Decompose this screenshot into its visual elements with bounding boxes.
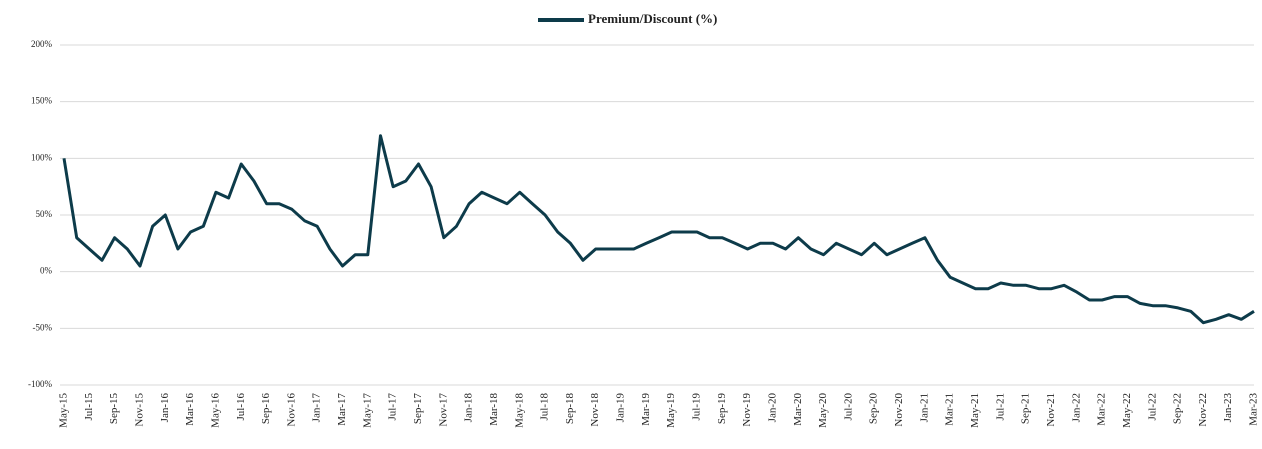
x-tick-label: Nov-16	[285, 393, 297, 427]
x-tick-label: Sep-20	[868, 393, 880, 425]
x-tick-label: Mar-23	[1248, 393, 1260, 426]
x-tick-label: Jul-22	[1146, 393, 1158, 421]
y-tick-label: -50%	[33, 322, 53, 332]
y-tick-label: 50%	[36, 209, 53, 219]
x-tick-label: Jul-16	[235, 393, 247, 421]
x-tick-label: Mar-17	[336, 393, 348, 426]
x-tick-label: Mar-18	[488, 393, 500, 426]
x-tick-label: Sep-17	[412, 393, 424, 425]
legend-label: Premium/Discount (%)	[588, 11, 717, 26]
x-tick-label: Mar-20	[792, 393, 804, 426]
x-tick-label: May-22	[1121, 393, 1133, 428]
x-tick-label: Jul-20	[842, 393, 854, 421]
data-line	[62, 134, 1255, 325]
x-tick-label: Nov-18	[589, 393, 601, 427]
x-tick-label: Mar-22	[1096, 393, 1108, 426]
x-tick-label: Jan-21	[918, 393, 930, 422]
x-tick-label: Nov-15	[133, 393, 145, 427]
x-tick-label: Nov-20	[893, 393, 905, 427]
x-tick-label: May-18	[513, 393, 525, 428]
x-tick-label: May-21	[969, 393, 981, 428]
x-tick-label: Jan-19	[615, 393, 627, 423]
x-tick-label: May-20	[817, 393, 829, 428]
x-tick-label: Sep-22	[1172, 393, 1184, 424]
x-tick-label: Jan-17	[311, 393, 323, 423]
y-tick-label: 150%	[31, 96, 53, 106]
x-tick-label: Sep-19	[716, 393, 728, 425]
x-tick-label: Mar-16	[184, 393, 196, 426]
x-tick-label: Nov-22	[1197, 393, 1209, 427]
y-tick-label: -100%	[28, 379, 52, 389]
x-tick-label: Jul-17	[387, 393, 399, 421]
x-tick-label: Jul-18	[539, 393, 551, 421]
x-tick-label: Nov-17	[437, 393, 449, 427]
x-tick-label: Jan-22	[1070, 393, 1082, 422]
y-tick-label: 100%	[31, 152, 53, 162]
x-tick-label: Mar-19	[640, 393, 652, 426]
x-tick-label: Sep-16	[260, 393, 272, 425]
x-tick-label: Nov-19	[741, 393, 753, 427]
x-tick-label: Sep-21	[1020, 393, 1032, 424]
x-tick-label: Nov-21	[1045, 393, 1057, 427]
x-tick-label: Sep-15	[108, 393, 120, 425]
x-tick-label: Jan-16	[159, 393, 171, 423]
x-tick-label: Jan-20	[766, 393, 778, 423]
x-tick-label: Mar-21	[944, 393, 956, 426]
x-tick-label: Jan-23	[1222, 393, 1234, 423]
y-tick-label: 200%	[31, 39, 53, 49]
x-tick-label: Jul-15	[83, 393, 95, 421]
x-tick-label: Jul-19	[691, 393, 703, 421]
x-tick-label: May-17	[361, 393, 373, 428]
x-tick-label: May-16	[209, 393, 221, 428]
x-tick-label: Jul-21	[994, 393, 1006, 421]
x-tick-label: May-19	[665, 393, 677, 428]
x-tick-label: Sep-18	[564, 393, 576, 425]
y-tick-label: 0%	[40, 266, 53, 276]
x-tick-label: Jan-18	[463, 393, 475, 423]
x-tick-label: May-15	[58, 393, 70, 428]
